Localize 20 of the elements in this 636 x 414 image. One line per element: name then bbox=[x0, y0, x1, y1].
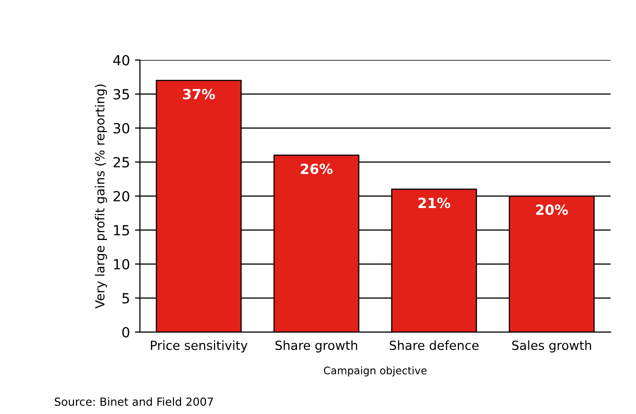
y-tick-label: 5 bbox=[122, 293, 129, 304]
y-tick-label: 35 bbox=[114, 89, 129, 100]
data-label: 37% bbox=[183, 88, 215, 100]
y-tick-label: 40 bbox=[113, 55, 130, 66]
source-note: Source: Binet and Field 2007 bbox=[54, 397, 213, 406]
y-tick-label: 20 bbox=[114, 191, 130, 202]
x-tick-label: Share growth bbox=[275, 340, 358, 352]
y-tick-label: 15 bbox=[114, 225, 129, 236]
y-tick-label: 25 bbox=[114, 157, 129, 168]
y-tick-label: 10 bbox=[114, 258, 130, 270]
data-label: 20% bbox=[536, 204, 568, 215]
x-tick-label: Price sensitivity bbox=[150, 340, 248, 352]
y-tick-label: 0 bbox=[122, 326, 130, 338]
x-tick-label: Share defence bbox=[390, 340, 479, 350]
y-tick-label: 30 bbox=[114, 123, 130, 134]
y-axis-title: Very large profit gains (% reporting) bbox=[94, 84, 107, 309]
data-label: 21% bbox=[418, 198, 450, 208]
x-tick-label: Sales growth bbox=[512, 340, 592, 352]
data-label: 26% bbox=[300, 164, 333, 174]
x-axis-title: Campaign objective bbox=[324, 366, 427, 376]
